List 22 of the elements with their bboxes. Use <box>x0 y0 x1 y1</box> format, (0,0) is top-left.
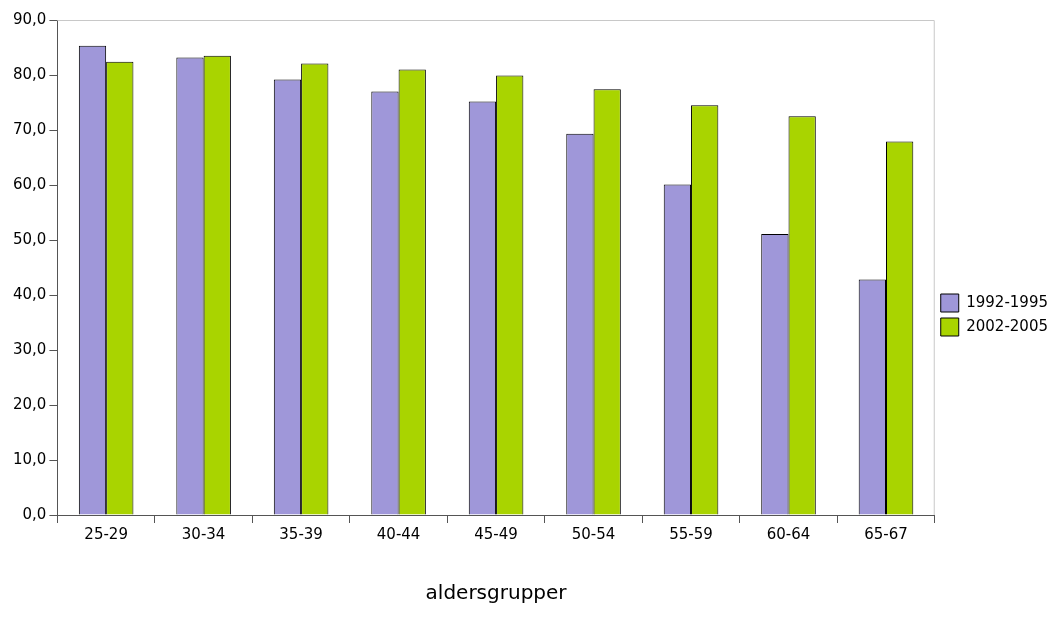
y-tick-label: 0,0 <box>22 504 47 523</box>
y-tick-label: 90,0 <box>12 9 47 28</box>
y-tick-label: 60,0 <box>12 174 47 193</box>
x-tick-label: 45-49 <box>474 524 518 543</box>
x-tick-label: 60-64 <box>766 524 811 543</box>
x-tick-label: 35-39 <box>279 524 323 543</box>
y-tick-label: 70,0 <box>12 119 47 138</box>
x-tick-label: 65-67 <box>864 524 908 543</box>
legend-label: 2002-2005 <box>966 316 1049 335</box>
y-tick-label: 80,0 <box>12 64 47 83</box>
y-tick-label: 20,0 <box>12 394 47 413</box>
x-tick-label: 55-59 <box>669 524 713 543</box>
x-tick-label: 40-44 <box>376 524 421 543</box>
y-tick-label: 50,0 <box>12 229 47 248</box>
x-tick-label: 30-34 <box>181 524 226 543</box>
y-tick-label: 30,0 <box>12 339 47 358</box>
x-tick-label: 50-54 <box>571 524 616 543</box>
y-tick-label: 10,0 <box>12 449 47 468</box>
x-tick-label: 25-29 <box>84 524 128 543</box>
x-axis-title: aldersgrupper <box>425 580 568 605</box>
legend-label: 1992-1995 <box>966 292 1049 311</box>
y-tick-label: 40,0 <box>12 284 47 303</box>
